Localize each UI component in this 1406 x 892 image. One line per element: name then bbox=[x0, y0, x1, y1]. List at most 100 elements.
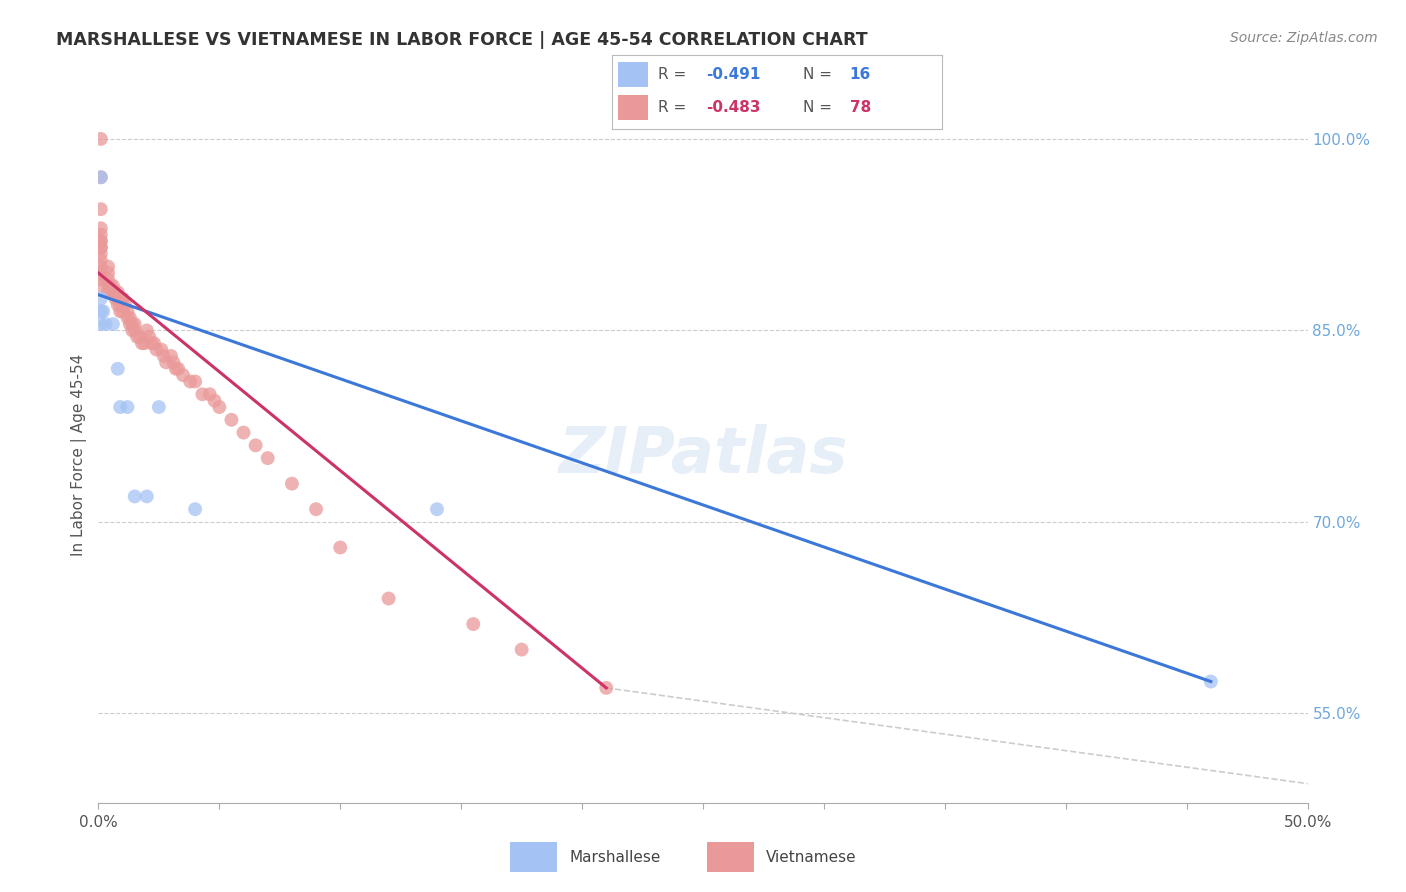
Point bbox=[124, 323, 146, 337]
Point bbox=[108, 298, 131, 312]
Point bbox=[155, 355, 177, 369]
Point bbox=[90, 247, 112, 261]
Point bbox=[118, 317, 141, 331]
Point bbox=[167, 361, 190, 376]
Text: R =: R = bbox=[658, 101, 690, 115]
Point bbox=[141, 336, 163, 351]
Point bbox=[135, 490, 157, 504]
Point bbox=[208, 400, 231, 414]
Point bbox=[143, 336, 166, 351]
Point bbox=[127, 330, 149, 344]
Point bbox=[281, 476, 304, 491]
Point bbox=[245, 438, 267, 452]
Point bbox=[108, 400, 131, 414]
Bar bbox=[510, 842, 557, 872]
Point bbox=[128, 330, 150, 344]
Bar bbox=[707, 842, 754, 872]
Point bbox=[108, 292, 131, 306]
Point bbox=[90, 170, 112, 185]
Text: MARSHALLESE VS VIETNAMESE IN LABOR FORCE | AGE 45-54 CORRELATION CHART: MARSHALLESE VS VIETNAMESE IN LABOR FORCE… bbox=[56, 31, 868, 49]
Point bbox=[121, 317, 143, 331]
Point bbox=[90, 304, 112, 318]
Point bbox=[172, 368, 194, 383]
Point bbox=[152, 349, 174, 363]
Point bbox=[204, 393, 226, 408]
Text: Source: ZipAtlas.com: Source: ZipAtlas.com bbox=[1230, 31, 1378, 45]
Point bbox=[100, 285, 122, 300]
Point bbox=[90, 227, 112, 242]
Point bbox=[426, 502, 449, 516]
Text: Marshallese: Marshallese bbox=[569, 850, 661, 864]
Point bbox=[97, 260, 120, 274]
Point bbox=[595, 681, 617, 695]
Point bbox=[145, 343, 167, 357]
Point bbox=[134, 336, 156, 351]
Point bbox=[191, 387, 214, 401]
Point bbox=[90, 292, 112, 306]
Point bbox=[91, 304, 114, 318]
Point bbox=[90, 278, 112, 293]
Point bbox=[135, 323, 157, 337]
Point bbox=[104, 292, 127, 306]
Point bbox=[107, 298, 129, 312]
Point bbox=[111, 292, 134, 306]
Point bbox=[329, 541, 352, 555]
Point bbox=[97, 272, 120, 286]
Text: 78: 78 bbox=[849, 101, 870, 115]
Point bbox=[90, 170, 112, 185]
Point bbox=[138, 330, 160, 344]
Point bbox=[150, 343, 173, 357]
Point bbox=[377, 591, 399, 606]
Point bbox=[90, 272, 112, 286]
Text: 16: 16 bbox=[849, 67, 870, 82]
Bar bbox=[619, 95, 648, 120]
Point bbox=[184, 375, 207, 389]
Text: N =: N = bbox=[803, 67, 837, 82]
Point bbox=[101, 317, 124, 331]
Point bbox=[108, 304, 131, 318]
Point bbox=[179, 375, 201, 389]
Point bbox=[94, 317, 117, 331]
Point bbox=[162, 355, 184, 369]
Point bbox=[1199, 674, 1222, 689]
Point bbox=[111, 298, 134, 312]
Point bbox=[90, 240, 112, 254]
Point bbox=[90, 234, 112, 248]
Bar bbox=[619, 62, 648, 87]
Point bbox=[107, 292, 129, 306]
Point bbox=[221, 413, 243, 427]
Point bbox=[101, 278, 124, 293]
Point bbox=[107, 285, 129, 300]
Point bbox=[124, 317, 146, 331]
Text: R =: R = bbox=[658, 67, 690, 82]
Point bbox=[107, 361, 129, 376]
Point bbox=[101, 285, 124, 300]
Point bbox=[97, 285, 120, 300]
Point bbox=[131, 336, 153, 351]
Point bbox=[165, 361, 187, 376]
Point bbox=[160, 349, 183, 363]
Point bbox=[90, 221, 112, 235]
Point bbox=[90, 253, 112, 268]
Point bbox=[117, 310, 139, 325]
Point bbox=[114, 298, 136, 312]
Point bbox=[90, 266, 112, 280]
Point bbox=[117, 400, 139, 414]
Point bbox=[148, 400, 170, 414]
Point bbox=[90, 240, 112, 254]
Point bbox=[232, 425, 254, 440]
Point bbox=[198, 387, 221, 401]
Point bbox=[256, 451, 278, 466]
Point bbox=[100, 278, 122, 293]
Point bbox=[121, 323, 143, 337]
Point bbox=[111, 304, 134, 318]
Point bbox=[510, 642, 533, 657]
Point bbox=[97, 278, 120, 293]
Text: ZIPatlas: ZIPatlas bbox=[558, 424, 848, 486]
Point bbox=[117, 304, 139, 318]
Point bbox=[305, 502, 328, 516]
Point bbox=[90, 234, 112, 248]
Text: -0.483: -0.483 bbox=[706, 101, 761, 115]
Text: Vietnamese: Vietnamese bbox=[766, 850, 856, 864]
Point bbox=[97, 266, 120, 280]
